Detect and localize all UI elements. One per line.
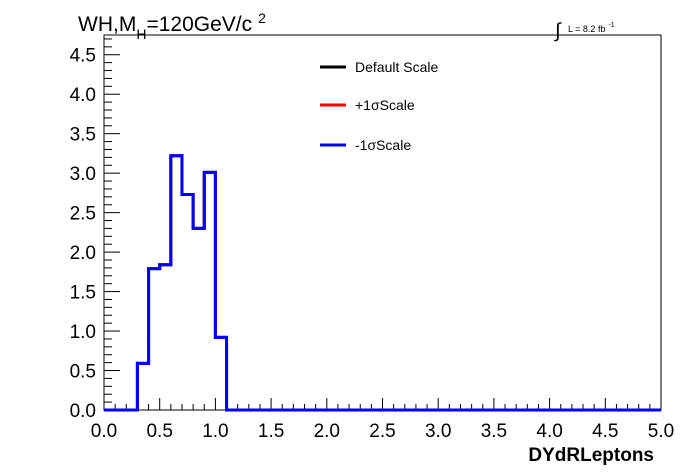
integral-symbol: ∫ xyxy=(554,20,562,42)
x-tick-label: 3.0 xyxy=(425,421,451,442)
legend-label-1: +1σScale xyxy=(355,97,415,113)
y-tick-label: 3.0 xyxy=(70,164,96,185)
plot-frame xyxy=(103,34,662,411)
legend: Default Scale +1σScale -1σScale xyxy=(320,59,438,153)
x-tick-label: 2.0 xyxy=(314,421,340,442)
x-axis-tick-labels: 0.0 0.5 1.0 1.5 2.0 2.5 3.0 3.5 4.0 4.5 5.0 xyxy=(91,421,674,442)
lumi-value: L = 8.2 fb xyxy=(568,24,605,34)
x-tick-label: 1.5 xyxy=(258,421,284,442)
y-axis-tick-labels: 0.0 0.5 1.0 1.5 2.0 2.5 3.0 3.5 4.0 4.5 xyxy=(70,46,96,422)
y-tick-label: 1.0 xyxy=(70,322,96,343)
x-tick-label: 4.5 xyxy=(592,421,618,442)
y-tick-label: 2.0 xyxy=(70,243,96,264)
x-tick-label: 0.0 xyxy=(91,421,117,442)
x-axis-ticks xyxy=(103,398,662,410)
x-tick-label: 2.5 xyxy=(369,421,395,442)
lumi-text: L = 8.2 fb -1 xyxy=(568,22,615,34)
y-axis-ticks xyxy=(104,38,120,411)
y-tick-label: 0.0 xyxy=(70,401,96,422)
lumi-superscript: -1 xyxy=(608,22,614,29)
legend-label-2: -1σScale xyxy=(355,137,411,153)
series-line-2 xyxy=(104,154,661,412)
x-tick-label: 0.5 xyxy=(146,421,172,442)
x-tick-label: 1.0 xyxy=(202,421,228,442)
x-tick-label: 5.0 xyxy=(648,421,674,442)
y-tick-label: 1.5 xyxy=(70,283,96,304)
series-layer xyxy=(104,154,661,412)
legend-label-0: Default Scale xyxy=(355,59,438,75)
chart-title: WH,MH=120GeV/c 2 xyxy=(78,10,266,42)
title-rest: =120GeV/c xyxy=(146,13,252,36)
lumi-label: ∫ L = 8.2 fb -1 xyxy=(554,20,615,42)
title-subscript: H xyxy=(136,26,146,42)
y-tick-label: 4.0 xyxy=(70,85,96,106)
x-axis-title: DYdRLeptons xyxy=(528,445,654,466)
title-main: WH,M xyxy=(78,13,136,36)
x-tick-label: 3.5 xyxy=(481,421,507,442)
title-superscript: 2 xyxy=(258,10,266,26)
y-tick-label: 0.5 xyxy=(70,362,96,383)
y-tick-label: 3.5 xyxy=(70,125,96,146)
x-tick-label: 4.0 xyxy=(536,421,562,442)
y-tick-label: 2.5 xyxy=(70,204,96,225)
y-tick-label: 4.5 xyxy=(70,46,96,67)
